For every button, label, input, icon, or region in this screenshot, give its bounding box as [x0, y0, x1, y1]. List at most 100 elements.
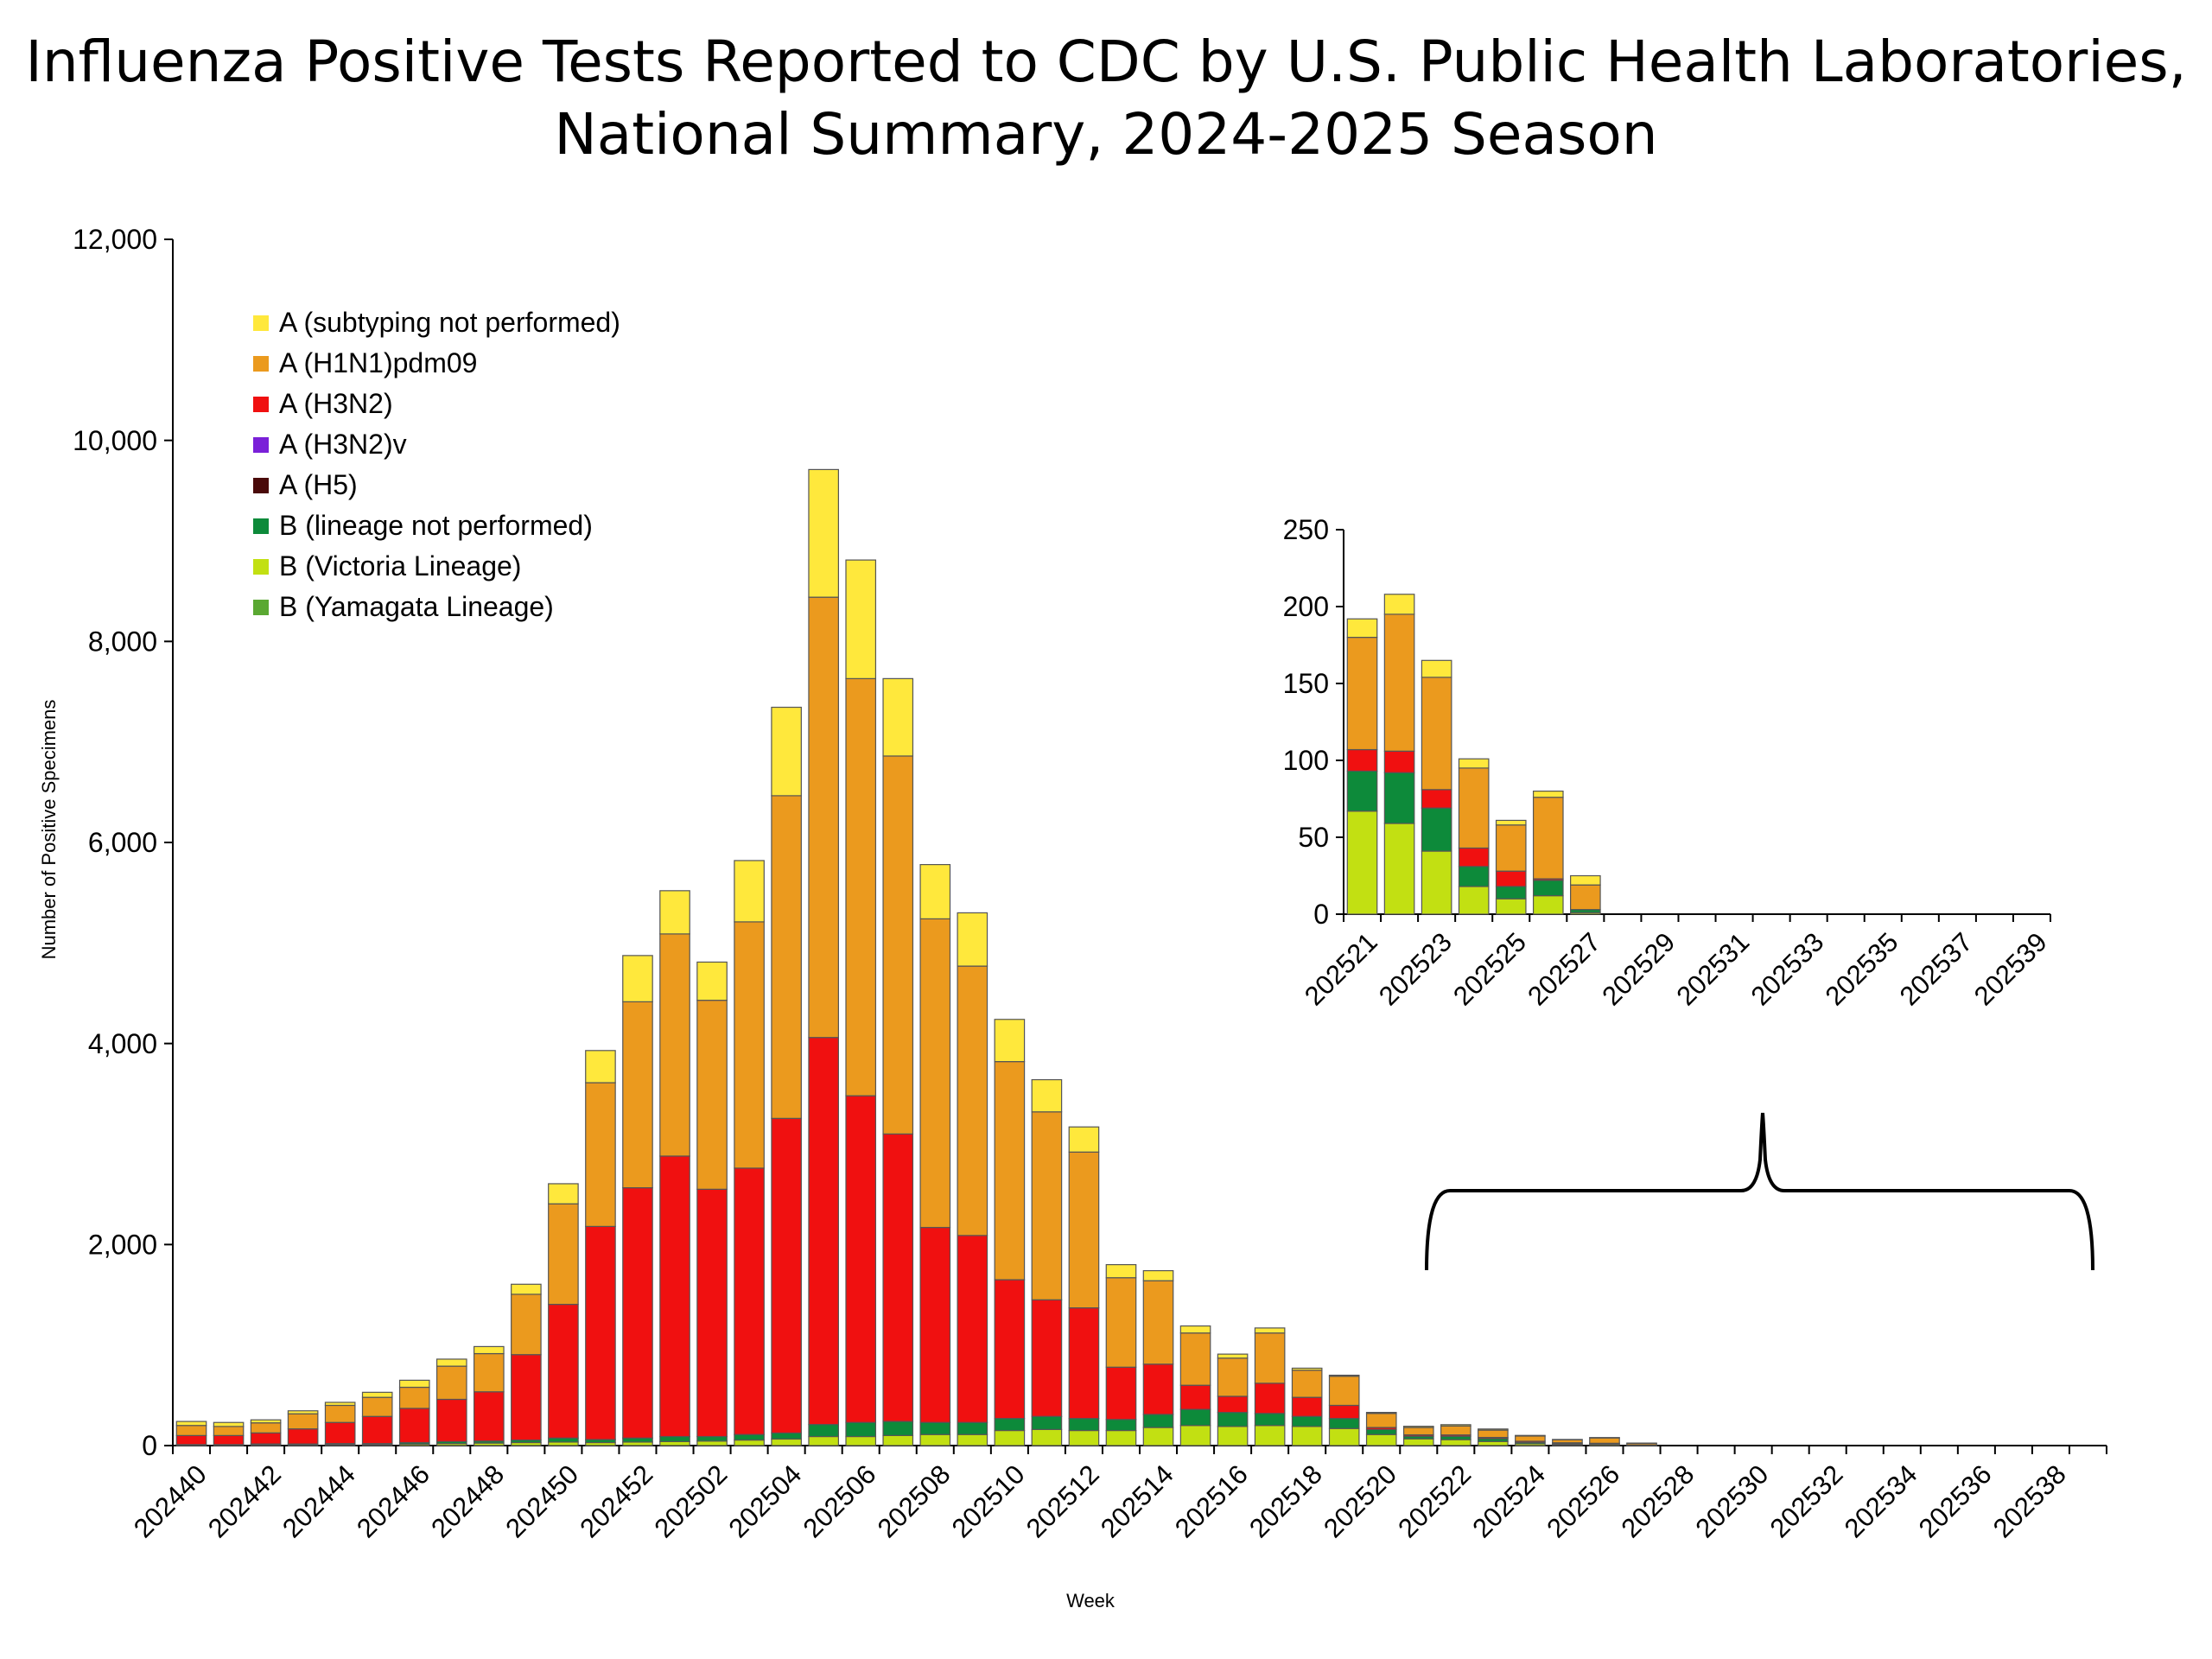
main-bar-segment	[213, 1421, 245, 1427]
main-bar-segment	[1291, 1396, 1323, 1417]
main-bar-segment	[994, 1279, 1026, 1420]
inset-bar-segment	[1458, 866, 1490, 887]
main-bar-segment	[1515, 1435, 1546, 1442]
main-bar-segment	[1031, 1428, 1063, 1446]
main-bar-segment	[1478, 1429, 1509, 1439]
main-bar-segment	[474, 1345, 505, 1355]
main-x-tick-label: 202446	[351, 1459, 435, 1544]
main-x-tick-label: 202532	[1764, 1459, 1849, 1544]
main-bar-segment	[1478, 1440, 1509, 1446]
main-bar-segment	[1142, 1280, 1174, 1365]
inset-bar-segment	[1570, 884, 1601, 911]
main-bar-segment	[548, 1183, 579, 1205]
inset-bar-segment	[1495, 819, 1527, 826]
main-bar-segment	[548, 1203, 579, 1306]
inset-bar-segment	[1346, 810, 1378, 915]
main-bar-segment	[1179, 1325, 1211, 1334]
x-axis-label: Week	[1066, 1590, 1115, 1611]
main-bar-segment	[1179, 1384, 1211, 1410]
main-bar-segment	[659, 1435, 690, 1442]
inset-x-tick-label: 202529	[1596, 927, 1681, 1012]
main-bar-segment	[1179, 1408, 1211, 1427]
legend-label: B (Yamagata Lineage)	[279, 591, 554, 622]
main-bar-segment	[361, 1415, 393, 1445]
main-bar-segment	[882, 677, 914, 757]
legend-item: A (H1N1)pdm09	[253, 343, 620, 384]
main-bar-segment	[994, 1417, 1026, 1432]
main-x-tick-label: 202442	[202, 1459, 287, 1544]
inset-bar-segment	[1532, 880, 1564, 897]
main-bar-segment	[622, 1001, 653, 1189]
main-bar-segment	[1217, 1412, 1249, 1427]
legend-swatch	[253, 396, 269, 412]
main-bar-segment	[882, 755, 914, 1135]
main-bar-segment	[250, 1419, 282, 1424]
legend-swatch	[253, 477, 269, 493]
main-bar-segment	[1068, 1126, 1100, 1153]
main-bar-segment	[361, 1396, 393, 1417]
main-bar-segment	[250, 1422, 282, 1433]
main-bar-segment	[213, 1434, 245, 1446]
main-bar-segment	[622, 1441, 653, 1446]
main-bar-segment	[734, 1167, 765, 1435]
main-bar-segment	[1254, 1382, 1286, 1414]
main-bar-segment	[696, 961, 728, 1001]
inset-bar-segment	[1532, 895, 1564, 915]
main-bar-segment	[474, 1391, 505, 1442]
legend-item: A (H3N2)	[253, 384, 620, 424]
inset-bar-segment	[1458, 767, 1490, 849]
main-x-tick-label: 202534	[1839, 1459, 1923, 1544]
main-x-tick-label: 202444	[276, 1459, 361, 1544]
main-bar-segment	[994, 1019, 1026, 1063]
main-x-tick-label: 202520	[1318, 1459, 1402, 1544]
main-bar-segment	[1217, 1353, 1249, 1359]
main-bar-segment	[1328, 1376, 1360, 1407]
main-bar-segment	[398, 1379, 430, 1389]
main-bar-segment	[1254, 1413, 1286, 1427]
main-bar-segment	[957, 1433, 988, 1446]
main-bar-segment	[1105, 1263, 1137, 1279]
inset-bar-segment	[1421, 850, 1452, 915]
main-x-tick-label: 202512	[1020, 1459, 1105, 1544]
main-bar-segment	[287, 1410, 319, 1414]
main-bar-segment	[1217, 1395, 1249, 1414]
inset-x-tick-label: 202535	[1820, 927, 1904, 1012]
inset-y-tick-label: 250	[1283, 514, 1329, 545]
main-bar-segment	[734, 1440, 765, 1446]
main-bar-segment	[957, 1235, 988, 1423]
inset-y-tick-label: 200	[1283, 591, 1329, 622]
main-bar-segment	[1068, 1151, 1100, 1309]
main-y-tick-label: 12,000	[73, 224, 157, 255]
main-bar-segment	[1365, 1428, 1397, 1435]
main-bar-segment	[771, 706, 802, 797]
inset-bar-segment	[1346, 748, 1378, 772]
chart-title-line-2: National Summary, 2024-2025 Season	[554, 101, 1658, 168]
legend-item: B (Victoria Lineage)	[253, 546, 620, 587]
inset-bar-segment	[1346, 618, 1378, 639]
main-x-tick-label: 202452	[574, 1459, 658, 1544]
inset-bar-segment	[1383, 594, 1415, 615]
main-bar-segment	[1142, 1414, 1174, 1428]
main-bar-segment	[1254, 1332, 1286, 1384]
main-bar-segment	[398, 1408, 430, 1444]
main-x-tick-label: 202450	[499, 1459, 584, 1544]
main-bar-segment	[1068, 1417, 1100, 1432]
main-bar-segment	[1328, 1404, 1360, 1420]
main-x-tick-label: 202524	[1466, 1459, 1551, 1544]
legend: A (subtyping not performed) A (H1N1)pdm09…	[253, 302, 620, 627]
inset-bar-segment	[1458, 758, 1490, 769]
main-bar-segment	[845, 1095, 877, 1423]
inset-bar-segment	[1346, 770, 1378, 812]
main-bar-segment	[474, 1352, 505, 1393]
main-bar-segment	[659, 890, 690, 935]
main-bar-segment	[845, 677, 877, 1096]
main-bar-segment	[1105, 1429, 1137, 1446]
main-bar-segment	[1031, 1415, 1063, 1430]
main-bar-segment	[808, 1435, 839, 1446]
inset-bar-segment	[1346, 636, 1378, 751]
inset-bar-segment	[1532, 797, 1564, 880]
main-bar-segment	[548, 1303, 579, 1439]
inset-y-tick-label: 100	[1283, 745, 1329, 776]
main-bar-segment	[1068, 1429, 1100, 1446]
main-bar-segment	[1217, 1357, 1249, 1397]
